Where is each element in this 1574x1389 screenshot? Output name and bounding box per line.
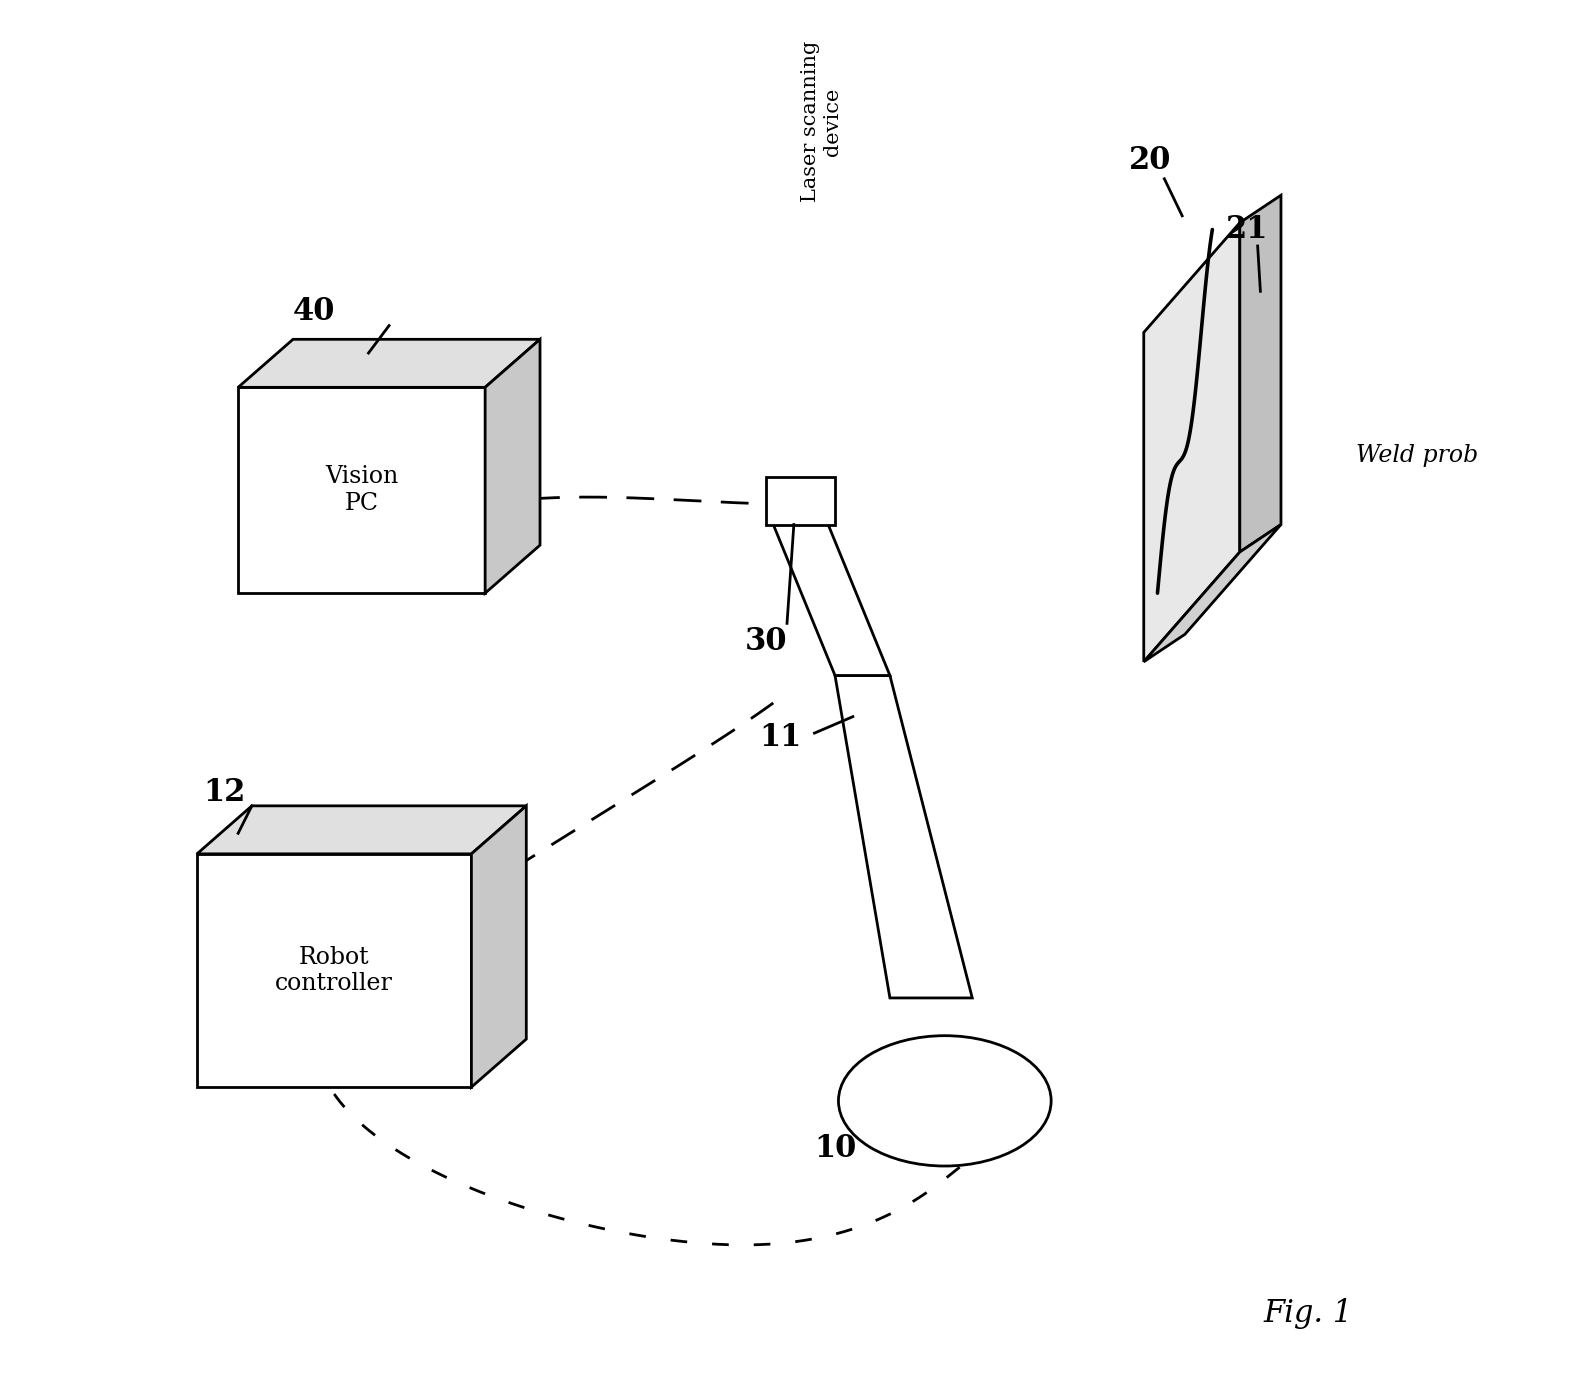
Polygon shape — [197, 854, 471, 1088]
Polygon shape — [836, 675, 973, 997]
Polygon shape — [197, 806, 526, 854]
Polygon shape — [485, 339, 540, 593]
Bar — [767, 476, 836, 525]
Polygon shape — [471, 806, 526, 1088]
Ellipse shape — [839, 1036, 1051, 1165]
Polygon shape — [773, 525, 889, 675]
Polygon shape — [1144, 525, 1281, 661]
Text: 30: 30 — [745, 625, 787, 657]
Text: Fig. 1: Fig. 1 — [1264, 1299, 1354, 1329]
Text: 40: 40 — [293, 296, 335, 328]
Text: 20: 20 — [1130, 146, 1171, 176]
Text: Robot
controller: Robot controller — [275, 946, 394, 996]
Text: 21: 21 — [1226, 214, 1267, 244]
Text: Weld prob: Weld prob — [1357, 444, 1478, 468]
Text: Vision
PC: Vision PC — [324, 465, 398, 515]
Polygon shape — [238, 339, 540, 388]
Text: 11: 11 — [759, 722, 801, 753]
Text: 12: 12 — [203, 776, 246, 807]
Polygon shape — [238, 388, 485, 593]
Text: Laser scanning
device: Laser scanning device — [801, 40, 842, 203]
Text: 10: 10 — [814, 1133, 856, 1164]
Polygon shape — [1144, 222, 1240, 661]
Polygon shape — [1240, 196, 1281, 551]
